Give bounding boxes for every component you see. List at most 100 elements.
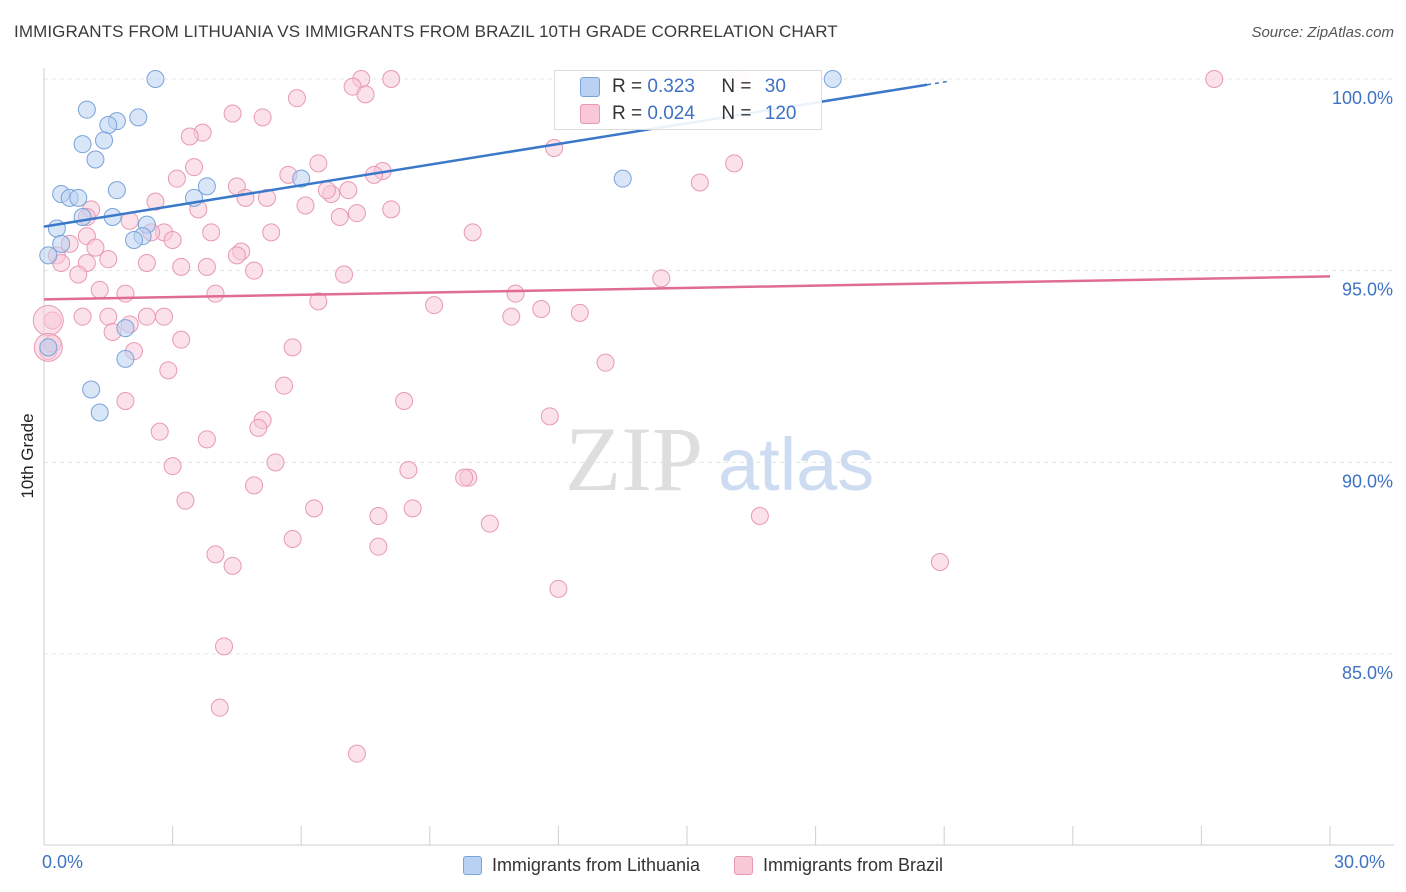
brazil-point: [930, 553, 949, 571]
brazil-point: [116, 284, 135, 303]
r-value: 0.024: [647, 103, 695, 124]
brazil-point: [347, 204, 366, 223]
r-label: R =: [612, 76, 643, 97]
brazil-point-large: [32, 305, 64, 336]
legend-item-lithuania: Immigrants from Lithuania: [462, 854, 701, 876]
brazil-point: [90, 280, 109, 299]
lithuania-points: [39, 70, 842, 422]
lithuania-point: [39, 246, 58, 265]
watermark-zip: ZIP: [565, 408, 703, 510]
lithuania-trend-extension: [926, 80, 949, 86]
r-value: 0.323: [647, 76, 695, 97]
stats-row-lithuania: R = 0.323 N = 30: [555, 74, 786, 100]
y-tick-labels: 85.0% 90.0% 95.0% 100.0%: [1332, 88, 1393, 683]
legend-item-brazil: Immigrants from Brazil: [734, 855, 943, 876]
brazil-point: [163, 457, 182, 476]
axes: [43, 68, 1394, 846]
x-tick-label-min: 0.0%: [42, 852, 84, 872]
brazil-point: [73, 307, 92, 326]
brazil-point: [172, 257, 191, 276]
brazil-point: [167, 169, 186, 188]
brazil-point: [283, 338, 302, 357]
lithuania-point: [146, 70, 165, 88]
lithuania-point: [99, 116, 118, 134]
brazil-point: [545, 139, 564, 157]
n-label: N =: [721, 76, 752, 97]
brazil-point: [206, 284, 225, 303]
lithuania-point: [39, 338, 58, 357]
brazil-swatch: [580, 104, 600, 124]
brazil-point: [502, 307, 521, 326]
brazil-point: [549, 579, 568, 598]
brazil-point: [309, 292, 328, 311]
lithuania-point: [197, 177, 216, 196]
brazil-point: [266, 453, 285, 472]
brazil-point: [262, 223, 281, 242]
brazil-point: [210, 698, 229, 717]
brazil-point: [347, 744, 366, 763]
brazil-point: [236, 188, 255, 207]
brazil-points: [32, 70, 1224, 763]
brazil-point: [99, 307, 118, 326]
lithuania-point: [125, 231, 144, 249]
brazil-point: [287, 89, 306, 108]
brazil-point: [99, 250, 118, 269]
lithuania-point: [116, 349, 135, 368]
brazil-point: [253, 108, 272, 127]
grid-lines: [44, 78, 1395, 655]
brazil-point: [257, 188, 276, 207]
brazil-point: [197, 430, 216, 449]
brazil-point: [455, 468, 474, 487]
r-label: R =: [612, 103, 643, 124]
brazil-point: [506, 284, 525, 303]
brazil-point: [335, 265, 354, 284]
y-tick-label: 85.0%: [1342, 663, 1393, 683]
lithuania-point: [82, 380, 101, 399]
brazil-point: [206, 545, 225, 564]
brazil-point: [317, 181, 336, 200]
y-tick-label: 90.0%: [1342, 471, 1393, 491]
brazil-point: [339, 181, 358, 200]
lithuania-point: [77, 100, 96, 119]
brazil-point: [163, 231, 182, 249]
lithuania-point: [116, 319, 135, 338]
brazil-point: [159, 361, 178, 380]
brazil-point: [275, 376, 294, 395]
brazil-point: [283, 530, 302, 548]
brazil-point: [425, 296, 444, 315]
brazil-point: [463, 223, 482, 242]
lithuania-swatch: [580, 77, 600, 97]
brazil-point: [137, 254, 156, 272]
brazil-point: [395, 392, 414, 410]
brazil-point: [480, 514, 499, 533]
legend: Immigrants from Lithuania Immigrants fro…: [0, 850, 1406, 880]
lithuania-point: [129, 108, 148, 127]
lithuania-point: [73, 135, 92, 154]
legend-label-lithuania: Immigrants from Lithuania: [491, 854, 701, 875]
y-tick-label: 100.0%: [1332, 88, 1393, 108]
brazil-point: [146, 192, 165, 211]
brazil-point: [296, 196, 315, 215]
lithuania-point: [52, 234, 71, 253]
brazil-point: [1205, 70, 1224, 88]
brazil-point: [215, 637, 234, 656]
brazil-point: [690, 173, 709, 192]
stats-legend-box: R = 0.323 N = 30 R = 0.024 N = 120: [554, 70, 822, 130]
brazil-point: [69, 265, 88, 284]
brazil-trend-line: [43, 275, 1331, 301]
chart-title: IMMIGRANTS FROM LITHUANIA VS IMMIGRANTS …: [14, 22, 838, 41]
brazil-point: [369, 537, 388, 556]
brazil-point: [369, 507, 388, 525]
stats-row-brazil: R = 0.024 N = 120: [555, 101, 796, 127]
brazil-point: [223, 104, 242, 123]
brazil-point: [202, 223, 221, 242]
x-tick-label-max: 30.0%: [1334, 852, 1386, 872]
brazil-point: [596, 353, 615, 372]
brazil-point: [150, 422, 169, 441]
source-label: Source: ZipAtlas.com: [1251, 24, 1394, 41]
brazil-point: [652, 269, 671, 288]
lithuania-point: [95, 131, 114, 150]
brazil-point: [227, 246, 246, 265]
brazil-point: [382, 70, 401, 88]
